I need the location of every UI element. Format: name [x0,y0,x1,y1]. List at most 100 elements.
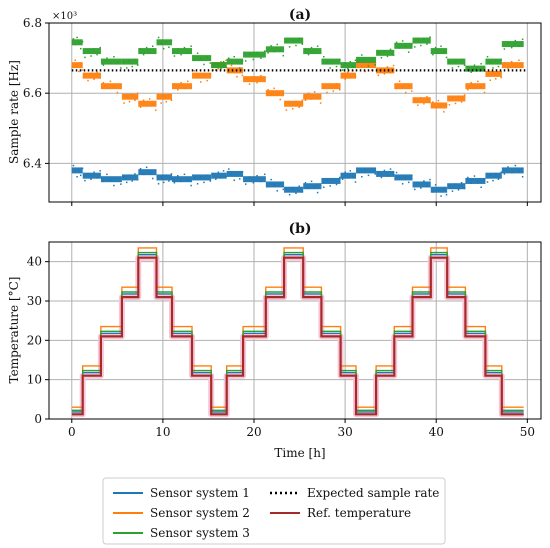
data-point [323,56,325,58]
data-point [367,174,370,177]
data-point [518,170,520,172]
data-point [273,50,275,53]
data-point [102,180,105,183]
step-band [430,102,448,109]
data-point [248,176,251,178]
data-point [473,64,476,66]
step-band [340,72,357,79]
data-point [398,47,401,49]
data-point [267,88,269,91]
data-point [437,99,440,102]
data-point [329,185,331,187]
data-point [225,59,227,62]
data-point [432,53,434,56]
data-point [426,43,428,45]
data-point [190,45,192,47]
data-point [492,72,494,74]
data-point [128,174,131,177]
data-point [371,58,373,60]
data-point [467,176,469,179]
y-tick-label: 30 [27,294,42,308]
data-point [276,190,278,192]
data-point [349,77,352,79]
data-point [79,47,82,50]
data-point [87,79,89,82]
data-point [420,97,422,99]
data-point [392,64,395,67]
step-band [465,83,486,90]
data-point [344,171,346,173]
data-point [313,52,316,54]
data-point [187,179,189,181]
data-point [81,167,84,170]
data-point [389,48,392,51]
data-point [113,184,115,187]
panel-b-data [71,247,524,418]
data-point [477,180,479,183]
step-band [243,76,266,83]
data-point [507,166,509,168]
data-point [407,51,410,53]
data-point [486,181,489,183]
step-band [356,56,377,63]
data-point [457,95,460,98]
data-point [404,45,407,48]
data-point [313,91,316,93]
data-point [228,168,230,170]
data-point [380,67,383,70]
data-point [460,101,463,103]
data-point [367,63,370,66]
data-point [72,38,75,40]
data-point [423,103,425,105]
panel-a-multiplier: ×10³ [52,11,77,22]
data-point [395,87,398,90]
step-band [394,174,413,181]
step-band [376,49,395,56]
data-point [451,190,454,192]
data-point [335,65,338,68]
data-point [279,49,282,51]
data-point [295,192,297,195]
data-point [154,51,157,53]
data-point [426,185,428,188]
legend-item: Ref. temperature [270,506,411,520]
series-sensor-system-3 [71,251,524,411]
data-point [168,180,170,182]
step-band [82,48,101,55]
data-point [279,183,282,185]
data-point [165,174,168,177]
data-point [183,87,186,90]
data-point [233,70,235,72]
data-point [142,173,145,176]
data-point [518,45,520,47]
step-band [501,167,524,174]
step-band [465,177,486,184]
data-point [463,64,466,66]
legend-label: Expected sample rate [307,486,439,500]
data-point [332,60,335,62]
data-point [445,104,448,106]
step-band [284,186,304,193]
data-point [304,182,307,184]
data-point [389,71,392,74]
data-point [244,183,247,185]
legend: Sensor system 1 Sensor system 2 Sensor sys… [102,477,446,545]
data-point [417,181,419,184]
data-point [361,54,363,56]
step-band [356,167,377,174]
panel-b-yticks: 0 10 20 30 40 [27,255,49,426]
step-band [172,176,193,183]
data-point [473,175,476,177]
step-band [138,169,157,176]
data-point [157,96,160,99]
data-point [125,67,128,69]
data-point [270,178,272,181]
data-point [260,74,262,77]
data-point [477,70,479,72]
data-point [241,74,244,77]
data-point [220,67,222,70]
data-point [79,174,82,177]
data-point [295,100,297,103]
data-point [298,37,300,40]
data-point [236,75,238,78]
